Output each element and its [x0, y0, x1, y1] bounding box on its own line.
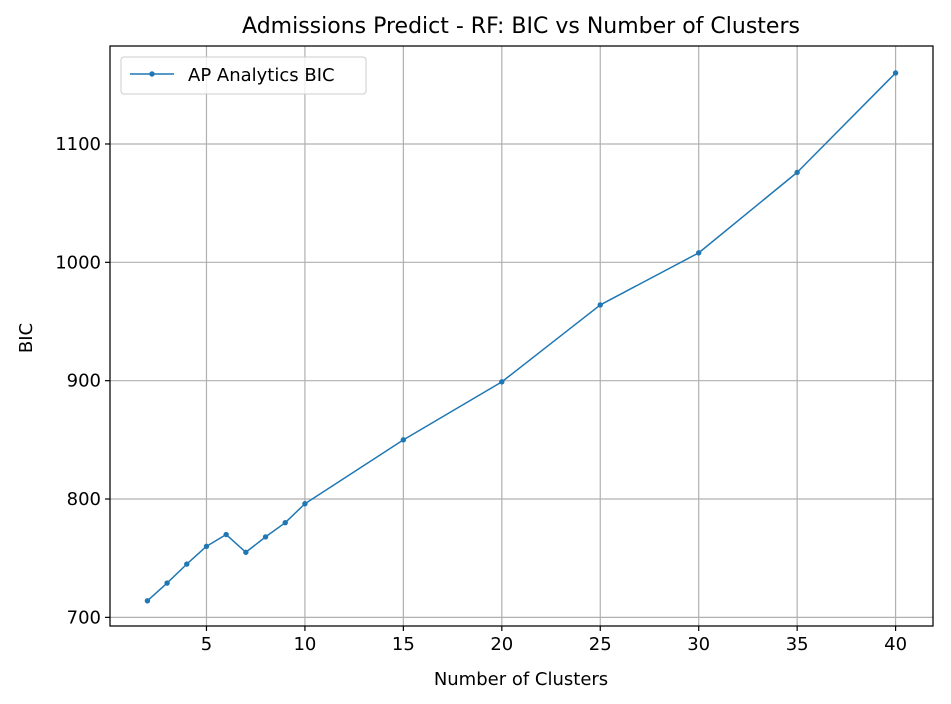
- x-tick-label: 35: [786, 634, 809, 655]
- x-tick-label: 15: [392, 634, 415, 655]
- data-point: [597, 302, 603, 308]
- legend-box: [120, 56, 367, 95]
- y-tick-label: 1100: [55, 134, 101, 155]
- x-tick-label: 30: [687, 634, 710, 655]
- data-point: [282, 519, 288, 526]
- data-point: [243, 549, 249, 555]
- plot-area-frame: [109, 45, 934, 627]
- legend-marker-swatch: [149, 71, 155, 77]
- data-point: [400, 437, 407, 443]
- y-tick-label: 1000: [55, 252, 101, 273]
- data-point: [262, 534, 269, 540]
- legend: AP Analytics BIC: [120, 56, 367, 95]
- data-point: [223, 531, 229, 538]
- y-axis-ticks: 700 800 900 1000 1100: [55, 134, 110, 628]
- data-point: [302, 501, 308, 507]
- x-axis-ticks: 5 10 15 20 25 30 35 40: [201, 626, 907, 655]
- data-point: [696, 250, 702, 256]
- y-tick-label: 800: [67, 489, 101, 510]
- x-tick-label: 5: [201, 634, 212, 655]
- chart-title: Admissions Predict - RF: BIC vs Number o…: [242, 14, 800, 39]
- series-layer: [144, 70, 899, 604]
- data-point: [203, 543, 210, 550]
- data-point: [892, 70, 899, 76]
- y-tick-label: 900: [67, 371, 101, 392]
- data-point: [499, 379, 505, 385]
- grid-lines: [110, 46, 933, 626]
- x-axis-label: Number of Clusters: [434, 669, 608, 690]
- x-tick-label: 25: [589, 634, 612, 655]
- x-tick-label: 10: [293, 634, 316, 655]
- data-point: [144, 598, 151, 604]
- data-point: [794, 169, 800, 176]
- data-point: [184, 561, 190, 567]
- y-tick-label: 700: [67, 607, 101, 628]
- y-axis-label: BIC: [16, 323, 37, 353]
- legend-label: AP Analytics BIC: [188, 65, 335, 86]
- x-tick-label: 40: [884, 634, 907, 655]
- x-tick-label: 20: [490, 634, 513, 655]
- data-point: [164, 580, 170, 586]
